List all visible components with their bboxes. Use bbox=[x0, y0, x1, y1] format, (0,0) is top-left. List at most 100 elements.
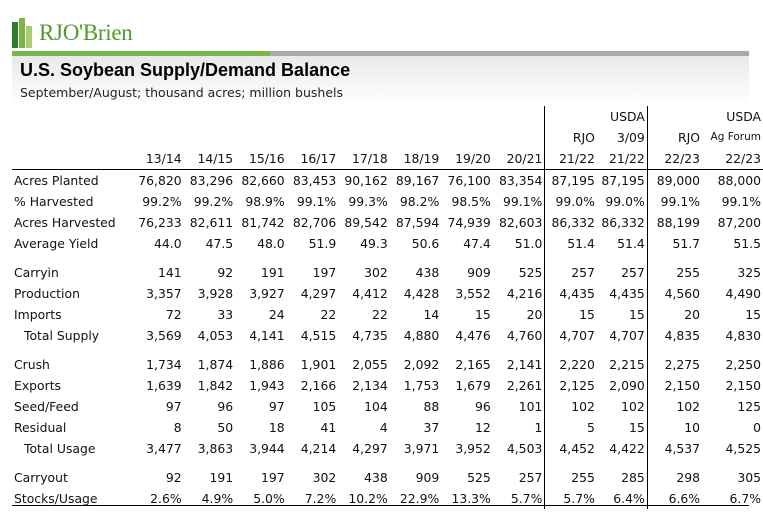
value-cell: 1 bbox=[534, 420, 543, 435]
value-cell: 74,939 bbox=[447, 215, 491, 230]
value-cell: 5.7% bbox=[544, 488, 597, 509]
value-cell: 87,195 bbox=[544, 169, 597, 191]
value-cell: 92 bbox=[165, 470, 182, 485]
column-header: RJO bbox=[544, 127, 597, 148]
value-cell: 3,927 bbox=[249, 286, 285, 301]
value-cell: 2,090 bbox=[609, 378, 645, 393]
row-label: Total Usage bbox=[24, 441, 96, 456]
value-cell: 4,560 bbox=[646, 283, 703, 304]
value-cell: 909 bbox=[467, 265, 491, 280]
value-cell: 81,742 bbox=[241, 215, 285, 230]
column-header bbox=[287, 106, 339, 127]
value-cell: 89,542 bbox=[344, 215, 388, 230]
spacer-cell bbox=[287, 254, 339, 262]
value-cell: 97 bbox=[268, 399, 285, 414]
column-header: Ag Forum bbox=[710, 131, 761, 143]
spacer-cell bbox=[12, 346, 129, 354]
value-cell: 102 bbox=[544, 396, 597, 417]
spacer-cell bbox=[646, 254, 703, 262]
spacer-cell bbox=[129, 459, 184, 467]
value-cell: 1,639 bbox=[146, 378, 182, 393]
column-header: 20/21 bbox=[492, 148, 545, 170]
column-header: 16/17 bbox=[286, 148, 339, 170]
spacer-cell bbox=[287, 459, 339, 467]
value-cell: 87,195 bbox=[601, 173, 645, 188]
value-cell: 48.0 bbox=[257, 236, 285, 251]
spacer-cell bbox=[129, 254, 184, 262]
value-cell: 298 bbox=[646, 467, 703, 488]
value-cell: 4 bbox=[379, 420, 388, 435]
value-cell: 82,660 bbox=[241, 173, 285, 188]
value-cell: 2,141 bbox=[506, 357, 543, 372]
value-cell: 3,944 bbox=[249, 441, 285, 456]
spacer-cell bbox=[287, 346, 339, 354]
row-label: Crush bbox=[14, 357, 50, 372]
table-row: Crush 1,734 1,874 1,886 1,901 2,055 2,092 2,165… bbox=[12, 354, 763, 375]
value-cell: 98.5% bbox=[451, 194, 491, 209]
row-label: Carryout bbox=[14, 470, 68, 485]
column-header bbox=[235, 106, 287, 127]
page-title: U.S. Soybean Supply/Demand Balance bbox=[20, 60, 351, 80]
value-cell: 96 bbox=[217, 399, 234, 414]
value-cell: 197 bbox=[261, 470, 285, 485]
value-cell: 4,880 bbox=[403, 328, 440, 343]
spacer-cell bbox=[12, 254, 129, 262]
column-header: 15/16 bbox=[235, 148, 287, 170]
spacer-cell bbox=[441, 254, 493, 262]
column-header bbox=[544, 106, 597, 127]
value-cell: 302 bbox=[364, 265, 388, 280]
table-row: Carryin 141 92 191 197 302 438 909 525 257 257 255 3… bbox=[12, 262, 763, 283]
column-header: 21/22 bbox=[596, 148, 648, 170]
value-cell: 15 bbox=[544, 304, 597, 325]
value-cell: 8 bbox=[173, 420, 182, 435]
value-cell: 104 bbox=[364, 399, 388, 414]
column-header bbox=[390, 106, 442, 127]
spacer-cell bbox=[184, 254, 236, 262]
bottom-rule bbox=[12, 505, 749, 506]
value-cell: 6.6% bbox=[646, 488, 703, 509]
column-header: USDA bbox=[726, 109, 761, 124]
spacer-cell bbox=[493, 459, 545, 467]
value-cell: 98.9% bbox=[245, 194, 285, 209]
spacer-cell bbox=[184, 459, 236, 467]
value-cell: 72 bbox=[165, 307, 182, 322]
header-label-cell bbox=[12, 106, 129, 127]
column-header bbox=[338, 106, 390, 127]
value-cell: 3,952 bbox=[455, 441, 491, 456]
value-cell: 4.9% bbox=[201, 491, 234, 506]
row-label: Residual bbox=[14, 420, 67, 435]
value-cell: 82,706 bbox=[292, 215, 337, 230]
value-cell: 1,842 bbox=[197, 378, 234, 393]
column-header: 22/23 bbox=[702, 148, 763, 170]
value-cell: 1,874 bbox=[197, 357, 234, 372]
column-header: 14/15 bbox=[183, 148, 236, 170]
header-label-cell bbox=[12, 148, 129, 170]
value-cell: 89,167 bbox=[395, 173, 440, 188]
value-cell: 105 bbox=[312, 399, 337, 414]
value-cell: 2,215 bbox=[609, 357, 645, 372]
value-cell: 255 bbox=[544, 467, 597, 488]
spacer-cell bbox=[493, 346, 545, 354]
value-cell: 438 bbox=[364, 470, 388, 485]
value-cell: 4,422 bbox=[609, 441, 645, 456]
table-row: Residual 8 50 18 41 4 37 12 1 5 15 10 0 bbox=[12, 417, 763, 438]
value-cell: 4,490 bbox=[725, 286, 761, 301]
value-cell: 2,150 bbox=[725, 378, 761, 393]
value-cell: 86,332 bbox=[544, 212, 597, 233]
value-cell: 51.0 bbox=[514, 236, 543, 251]
column-header bbox=[441, 127, 493, 148]
value-cell: 2,250 bbox=[725, 357, 761, 372]
value-cell: 15 bbox=[628, 307, 645, 322]
value-cell: 47.5 bbox=[205, 236, 234, 251]
value-cell: 1,901 bbox=[300, 357, 337, 372]
value-cell: 88,000 bbox=[717, 173, 761, 188]
value-cell: 4,515 bbox=[300, 328, 337, 343]
value-cell: 51.4 bbox=[544, 233, 597, 254]
value-cell: 88,199 bbox=[646, 212, 703, 233]
value-cell: 10.2% bbox=[348, 491, 388, 506]
value-cell: 2,261 bbox=[506, 378, 543, 393]
value-cell: 525 bbox=[467, 470, 491, 485]
column-header: RJO bbox=[646, 127, 703, 148]
value-cell: 83,296 bbox=[189, 173, 234, 188]
table-row: Total Usage 3,477 3,863 3,944 4,214 4,297 3,97… bbox=[12, 438, 763, 459]
